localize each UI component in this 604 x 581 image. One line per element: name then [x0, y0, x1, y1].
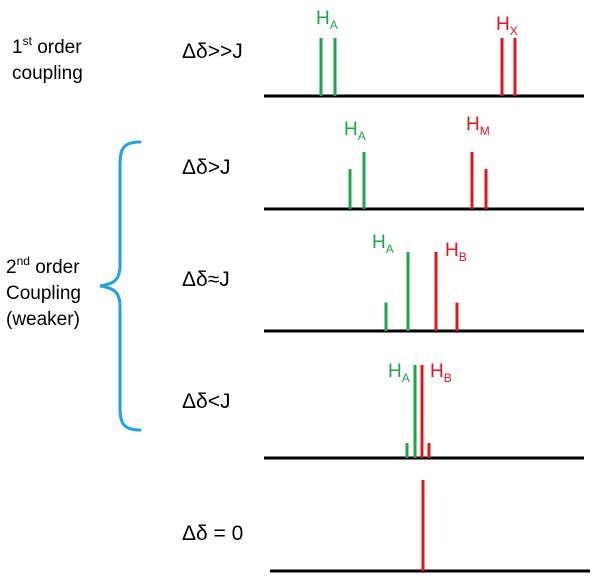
proton-a-label: HA [388, 361, 410, 385]
proton-b-label: HB [445, 240, 467, 264]
condition-label: Δδ<J [182, 390, 230, 413]
proton-b-label: HB [430, 361, 452, 385]
condition-label: Δδ>>J [182, 40, 243, 63]
proton-b-label: HX [496, 14, 518, 38]
first-order-label: 1st order [12, 34, 82, 58]
proton-a-label: HA [316, 8, 338, 32]
second-order-weaker-label: (weaker) [6, 309, 80, 330]
proton-a-label: HA [344, 119, 366, 143]
condition-label: Δδ>J [182, 156, 230, 179]
proton-a-label: HA [372, 232, 394, 256]
second-order-coupling-label: Coupling [6, 283, 81, 304]
condition-label: Δδ≈J [182, 268, 230, 291]
curly-brace-icon [99, 140, 142, 432]
condition-label: Δδ = 0 [182, 522, 243, 545]
first-order-coupling-label: coupling [12, 63, 83, 84]
second-order-label: 2nd order [6, 254, 80, 278]
proton-b-label: HM [466, 114, 490, 138]
